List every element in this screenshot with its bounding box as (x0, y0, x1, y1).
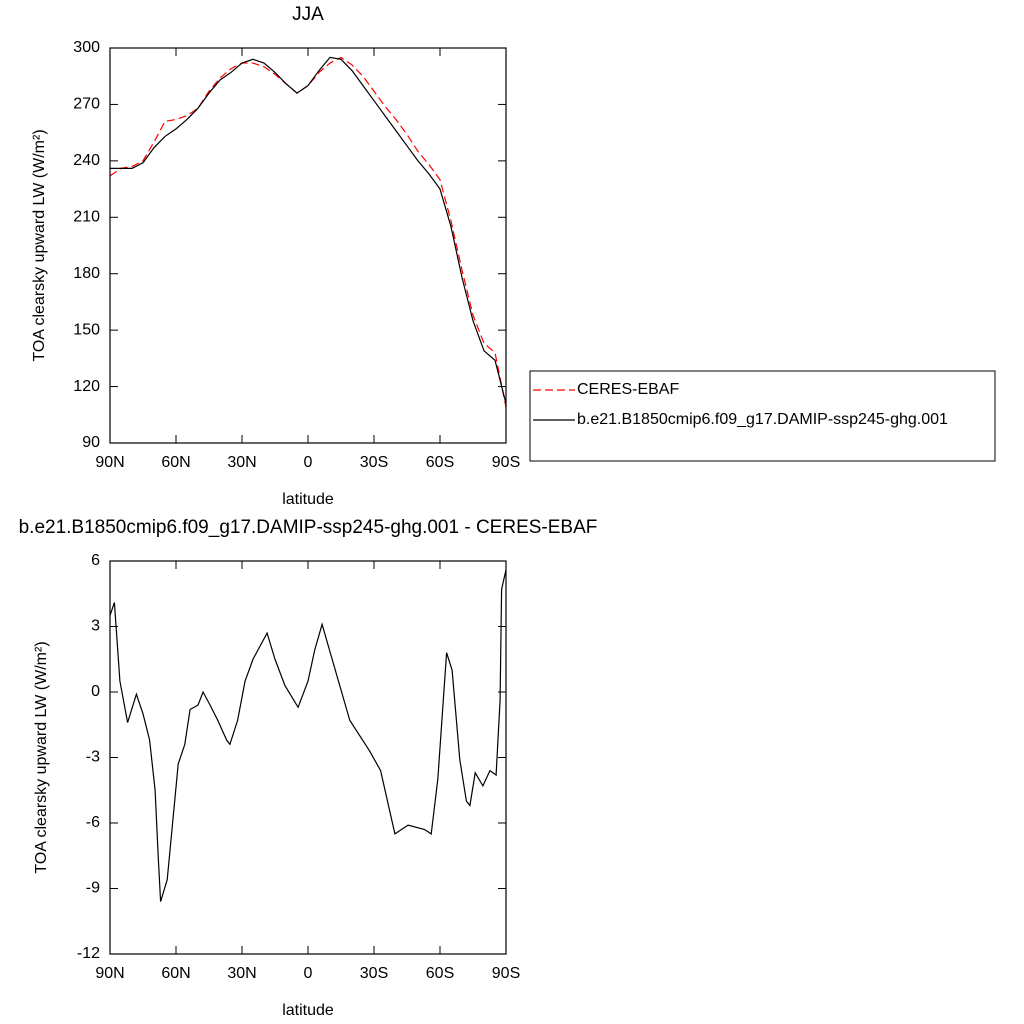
y-tick-label: 150 (73, 321, 100, 338)
y-tick-label: 270 (73, 96, 100, 113)
x-axis-label: latitude (282, 1002, 334, 1019)
legend-box (529, 370, 996, 462)
y-tick-label: 180 (73, 265, 100, 282)
y-axis-label: TOA clearsky upward LW (W/m²) (31, 129, 48, 361)
x-tick-label: 30N (227, 965, 256, 982)
y-tick-label: 0 (91, 683, 100, 700)
data-line (109, 569, 507, 902)
y-tick-label: -9 (86, 880, 100, 897)
x-tick-label: 90N (95, 454, 124, 471)
plot-frame (109, 47, 507, 444)
y-tick-label: 90 (82, 434, 100, 451)
plot-frame (109, 560, 507, 955)
chart-title: JJA (292, 4, 324, 25)
x-tick-label: 30N (227, 454, 256, 471)
x-tick-label: 60N (161, 454, 190, 471)
y-tick-label: 120 (73, 378, 100, 395)
y-tick-label: 240 (73, 152, 100, 169)
x-axis-label: latitude (282, 491, 334, 508)
y-tick-label: -12 (77, 945, 100, 962)
x-tick-label: 60S (426, 454, 454, 471)
x-tick-label: 0 (304, 454, 313, 471)
x-tick-label: 60S (426, 965, 454, 982)
x-tick-label: 90S (492, 965, 520, 982)
x-tick-label: 30S (360, 454, 388, 471)
x-tick-label: 90S (492, 454, 520, 471)
y-tick-label: 300 (73, 39, 100, 56)
y-tick-label: 6 (91, 552, 100, 569)
x-tick-label: 90N (95, 965, 124, 982)
y-axis-label: TOA clearsky upward LW (W/m²) (33, 641, 50, 873)
y-tick-label: -6 (86, 814, 100, 831)
legend-label: CERES-EBAF (577, 381, 679, 398)
y-tick-label: -3 (86, 749, 100, 766)
y-tick-label: 210 (73, 209, 100, 226)
chart-title: b.e21.B1850cmip6.f09_g17.DAMIP-ssp245-gh… (19, 517, 598, 538)
x-tick-label: 60N (161, 965, 190, 982)
x-tick-label: 30S (360, 965, 388, 982)
data-line (110, 56, 507, 404)
x-tick-label: 0 (304, 965, 313, 982)
legend-label: b.e21.B1850cmip6.f09_g17.DAMIP-ssp245-gh… (577, 411, 948, 428)
y-tick-label: 3 (91, 618, 100, 635)
data-line (109, 56, 507, 408)
